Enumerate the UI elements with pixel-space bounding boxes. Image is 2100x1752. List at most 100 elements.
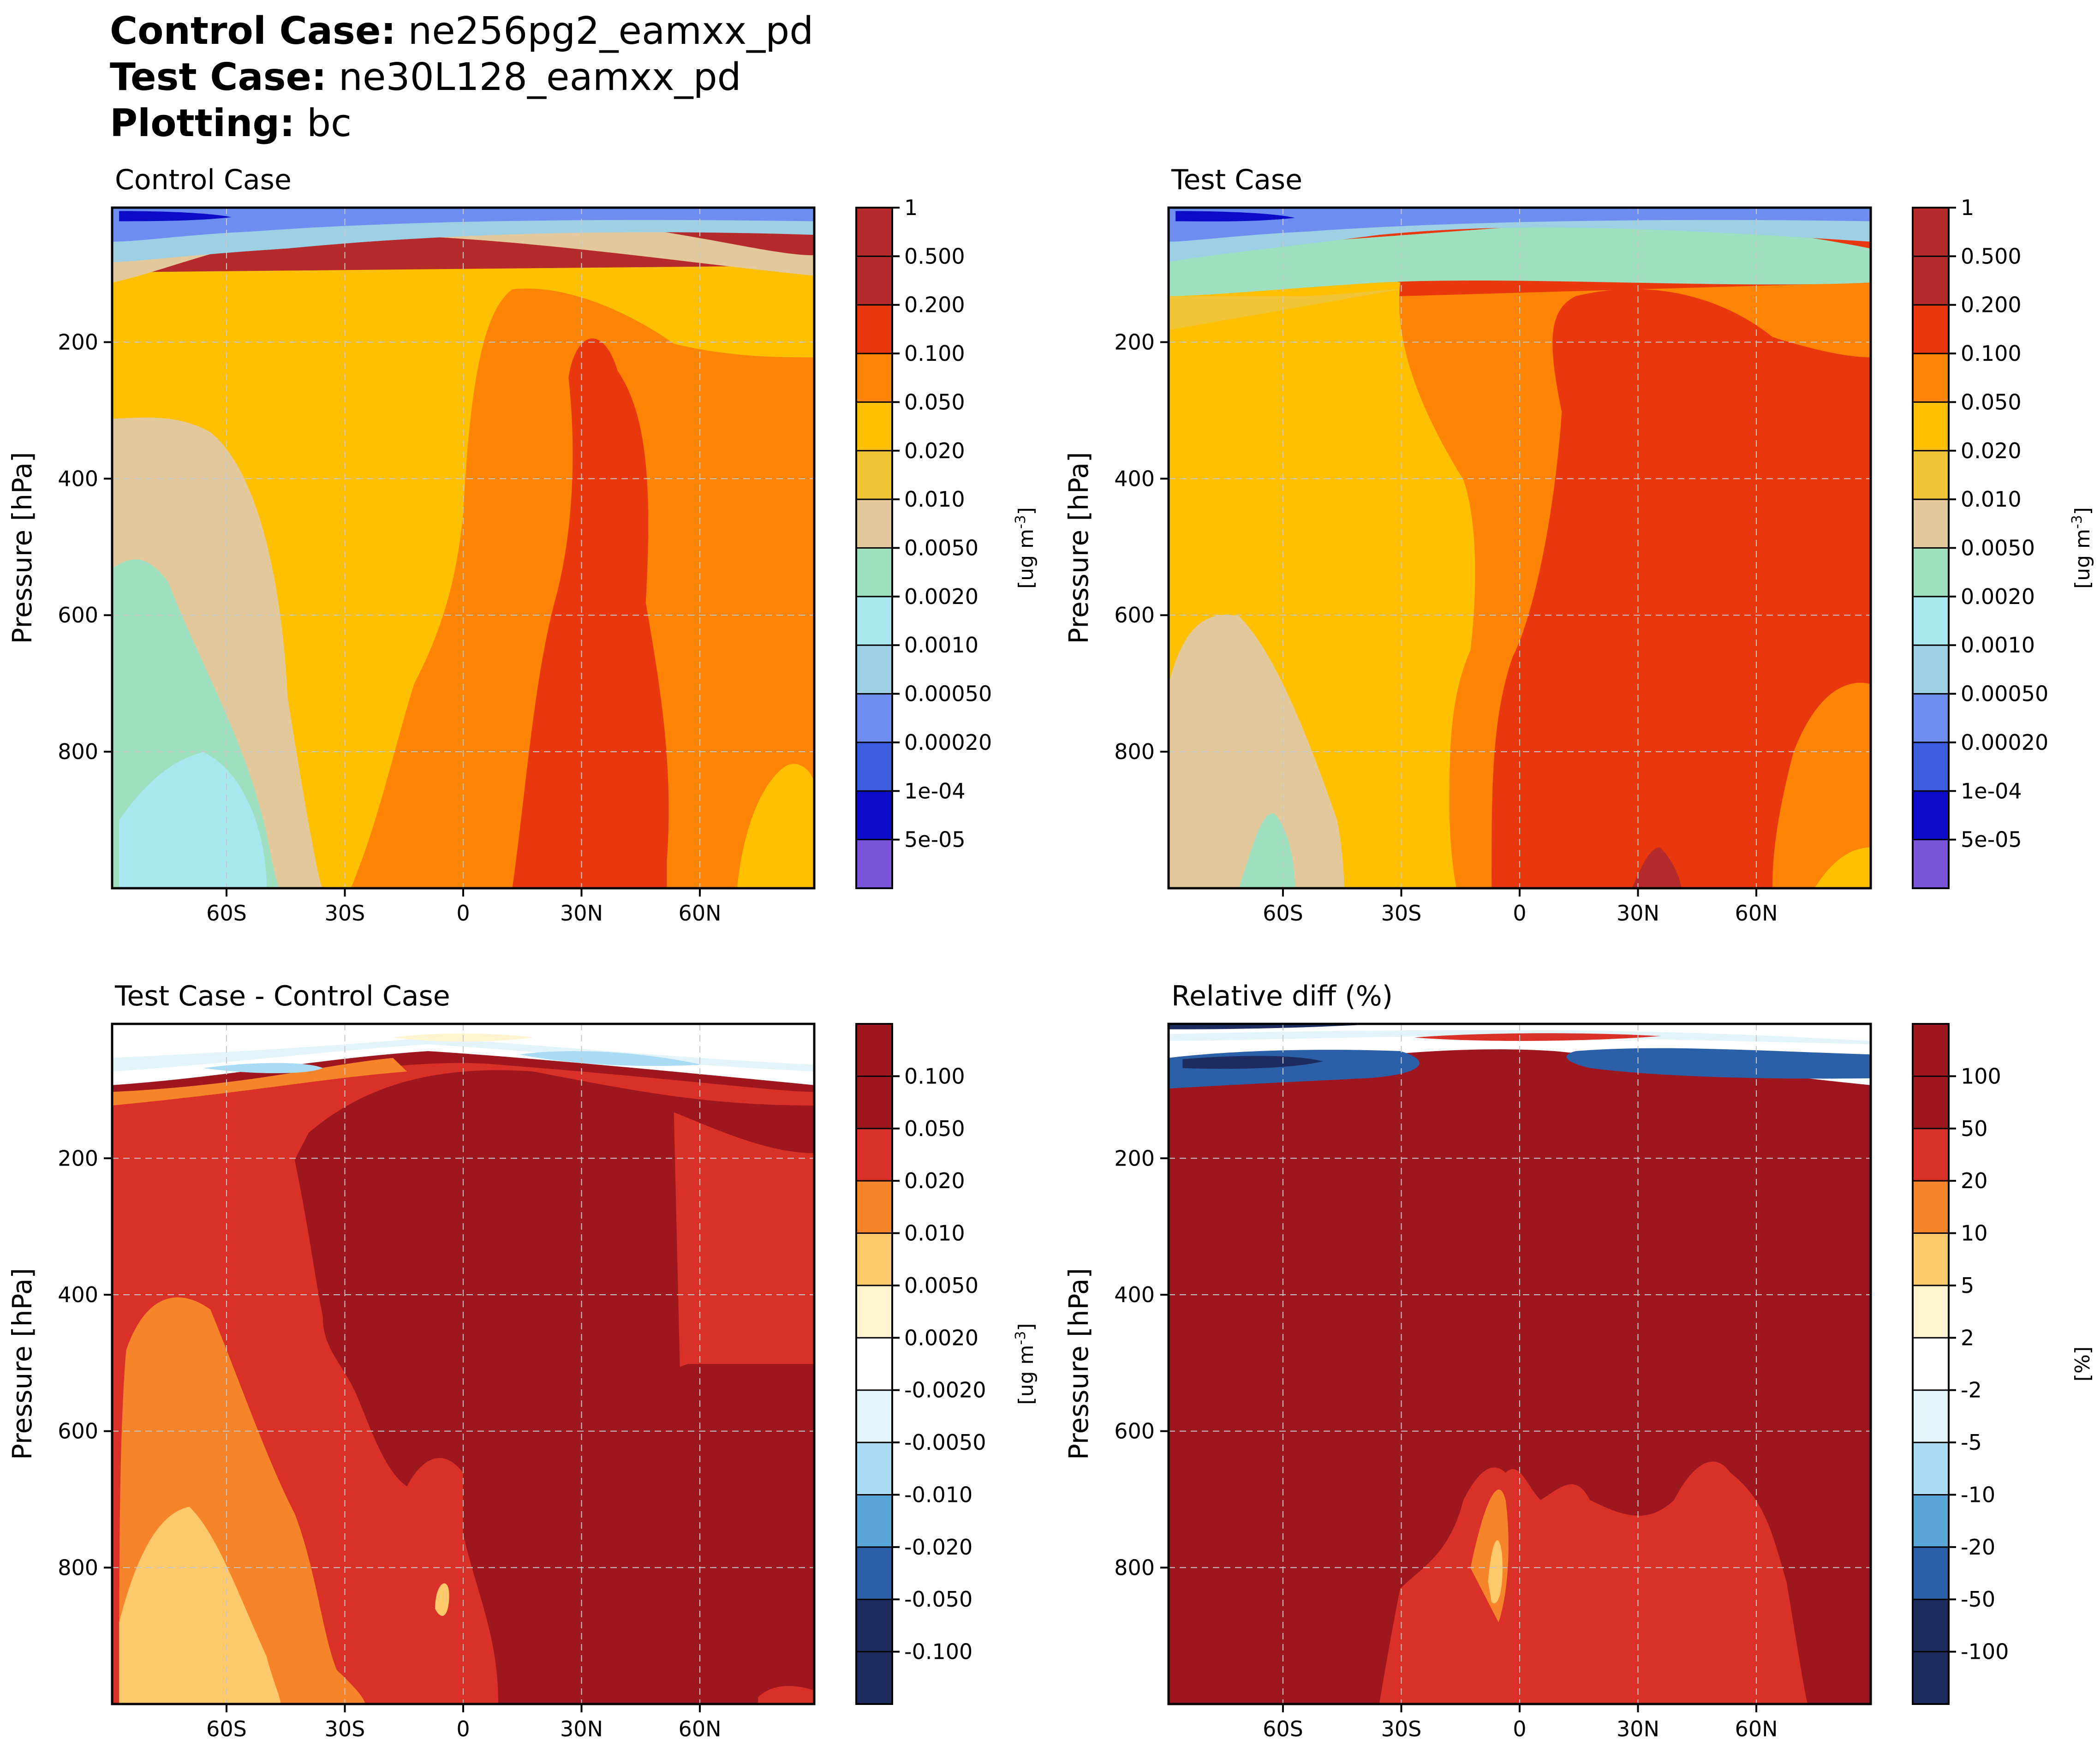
colorbar-segment: [1913, 450, 1949, 500]
colorbar-tick-label: 1e-04: [904, 778, 966, 803]
colorbar-tick-label: -0.0020: [904, 1378, 986, 1403]
contour-region: [1175, 211, 1295, 221]
colorbar-frame: [1912, 1023, 1950, 1705]
colorbar-tick-label: 0.0020: [904, 584, 978, 609]
figure-header: Control Case: ne256pg2_eamxx_pd Test Cas…: [110, 8, 813, 147]
x-tick-label: 30S: [325, 1716, 365, 1741]
y-tick-label: 400: [58, 466, 98, 491]
colorbar-tick-label: -0.0050: [904, 1430, 986, 1455]
colorbar-segment: [1913, 1495, 1949, 1548]
y-axis-label: Pressure [hPa]: [1063, 1268, 1094, 1460]
contour-region: [112, 1058, 407, 1106]
colorbar-segment: [856, 1651, 892, 1704]
colorbar-tick-label: 0.020: [1961, 438, 2022, 463]
colorbar-tick-label: -0.050: [904, 1587, 972, 1612]
colorbar-segment: [856, 742, 892, 791]
y-tick-label: 200: [58, 1146, 98, 1171]
y-tick-label: 200: [1114, 1146, 1155, 1171]
colorbar-frame: [855, 1023, 893, 1705]
y-tick-label: 600: [58, 603, 98, 628]
colorbar-segment: [1913, 1651, 1949, 1704]
contour-region: [112, 1024, 814, 1085]
colorbar-segment: [856, 1547, 892, 1600]
colorbar-label: [%]: [2071, 1346, 2094, 1381]
colorbar-segment: [1913, 402, 1949, 451]
colorbar: 5e-05 1e-04 0.00020 0.00050 0.0010 0.0020 0.00…: [1912, 195, 2094, 889]
colorbar-segment: [1913, 645, 1949, 694]
contour-region: [1491, 289, 1871, 888]
colorbar-tick-label: 20: [1961, 1168, 1988, 1193]
colorbar-segment: [1913, 305, 1949, 354]
y-axis-label: Pressure [hPa]: [6, 1268, 38, 1460]
x-tick-label: 60S: [206, 901, 247, 926]
contour-region: [1814, 847, 1871, 888]
x-tick-label: 60S: [1263, 901, 1303, 926]
colorbar-tick-label: 5e-05: [1961, 827, 2022, 852]
colorbar-tick-label: -20: [1961, 1535, 1995, 1560]
y-axis-label: Pressure [hPa]: [1063, 452, 1094, 644]
colorbar-tick-label: 5: [1961, 1273, 1974, 1298]
y-tick-label: 600: [1114, 603, 1155, 628]
colorbar-tick-label: 50: [1961, 1116, 1988, 1141]
colorbar-tick-label: 0.0020: [1961, 584, 2035, 609]
x-tick-label: 30S: [1381, 901, 1422, 926]
colorbar-segment: [856, 1599, 892, 1652]
contour-region: [112, 1037, 814, 1072]
x-tick-label: 60N: [1735, 1716, 1778, 1741]
colorbar-tick-label: -0.020: [904, 1535, 972, 1560]
x-tick-label: 30N: [560, 1716, 603, 1741]
y-tick-label: 400: [58, 1282, 98, 1307]
control-case-key: Control Case: [110, 9, 381, 53]
y-tick-label: 400: [1114, 466, 1155, 491]
colorbar-segment: [856, 450, 892, 500]
colorbar-segment: [1913, 839, 1949, 889]
colorbar-tick-label: 0.00020: [904, 730, 992, 755]
colorbar-tick-label: -0.010: [904, 1482, 972, 1507]
colorbar-segment: [856, 1076, 892, 1129]
colorbar-tick-label: 0.0020: [904, 1325, 978, 1350]
colorbar-segment: [856, 305, 892, 354]
separator: :: [381, 9, 396, 53]
contour-region: [1169, 1024, 1379, 1029]
colorbar-tick-label: 0.100: [904, 341, 965, 366]
colorbar-segment: [1913, 596, 1949, 646]
panel-title: Relative diff (%): [1171, 980, 1393, 1012]
contour-region: [1169, 221, 1871, 296]
colorbar-segment: [1913, 1599, 1949, 1652]
colorbar-tick-label: -10: [1961, 1482, 1995, 1507]
colorbar-segment: [856, 694, 892, 743]
y-tick-label: 800: [1114, 739, 1155, 764]
x-tick-label: 0: [456, 901, 470, 926]
contour-region: [294, 1070, 814, 1704]
colorbar-segment: [856, 1442, 892, 1495]
colorbar-segment: [856, 839, 892, 889]
panel-title: Test Case: [1171, 164, 1302, 196]
colorbar-segment: [856, 596, 892, 646]
colorbar-tick-label: 0.00050: [1961, 682, 2048, 706]
colorbar-tick-label: 0.00020: [1961, 730, 2048, 755]
colorbar-tick-label: 0.200: [904, 293, 965, 317]
colorbar-segment: [1913, 1442, 1949, 1495]
colorbar-segment: [856, 1338, 892, 1391]
colorbar-tick-label: 0.100: [1961, 341, 2022, 366]
panel-title: Control Case: [115, 164, 292, 196]
test-case-key: Test Case: [110, 55, 312, 99]
test-case-line: Test Case: ne30L128_eamxx_pd: [110, 54, 813, 101]
colorbar-tick-label: 0.500: [1961, 244, 2022, 269]
colorbar-segment: [1913, 742, 1949, 791]
colorbar-segment: [856, 1495, 892, 1548]
colorbar-tick-label: 0.00050: [904, 682, 992, 706]
colorbar-segment: [1913, 499, 1949, 549]
y-axis-label: Pressure [hPa]: [6, 452, 38, 644]
contour-region: [1169, 289, 1401, 330]
colorbar-tick-label: 0.0050: [904, 536, 978, 561]
panel-4: 60S 30S 0 30N 60N 200 400 600 800 Relative diff (…: [1063, 980, 2094, 1741]
colorbar-tick-label: 0.010: [904, 1221, 965, 1246]
colorbar-segment: [856, 402, 892, 451]
y-tick-label: 200: [58, 329, 98, 354]
contour-region: [1488, 1540, 1503, 1603]
separator: :: [280, 102, 295, 145]
colorbar-tick-label: 100: [1961, 1064, 2001, 1088]
colorbar-segment: [856, 499, 892, 549]
colorbar-segment: [856, 548, 892, 597]
